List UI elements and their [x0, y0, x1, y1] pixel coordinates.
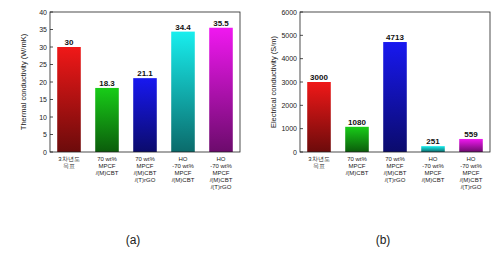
tick-label: 0: [43, 149, 47, 156]
bar: [133, 78, 157, 152]
tick-label: 30: [39, 44, 47, 51]
category-label: HO-70 wt%MPCF/(M)CBT: [172, 156, 195, 183]
tick-label: 35: [39, 26, 47, 33]
data-label: 3000: [310, 73, 328, 82]
caption: (a): [126, 233, 141, 247]
tick-label: 10: [39, 114, 47, 121]
category-label: 70 wt%MPCF/(M)CBT: [346, 156, 369, 176]
tick-mark: [50, 134, 53, 135]
category-label: 3차년도목표: [308, 156, 329, 169]
category-label: HO-70 wt%MPCF/(M)CBT/(T)rGO: [210, 156, 233, 190]
tick-mark: [50, 99, 53, 100]
data-label: 559: [464, 130, 478, 139]
bar: [95, 88, 119, 152]
tick-mark: [300, 58, 303, 59]
category-label: 70 wt%MPCF/(M)CBT: [96, 156, 119, 176]
tick-label: 20: [39, 79, 47, 86]
tick-label: 25: [39, 61, 47, 68]
tick-label: 2000: [281, 102, 297, 109]
chart: 30 18.3 21.1 34.4 35.5 0 5 10 15 20 25 30 35 40 Therma…: [19, 9, 240, 248]
data-label: 21.1: [137, 69, 153, 78]
figure: 30 18.3 21.1 34.4 35.5 0 5 10 15 20 25 30 35 40 Therma…: [0, 0, 503, 258]
tick-mark: [300, 128, 303, 129]
tick-mark: [50, 64, 53, 65]
tick-label: 5000: [281, 32, 297, 39]
data-label: 35.5: [213, 19, 229, 28]
data-label: 1080: [348, 118, 366, 127]
bars: [307, 42, 483, 152]
tick-mark: [300, 82, 303, 83]
caption: (b): [376, 233, 391, 247]
tick-label: 6000: [281, 9, 297, 16]
data-label: 4713: [386, 33, 404, 42]
axis-label: Thermal conductivity (W/mK): [19, 33, 28, 130]
data-label: 18.3: [99, 79, 115, 88]
tick-mark: [50, 117, 53, 118]
bars: [57, 28, 233, 152]
data-label: 30: [65, 38, 74, 47]
tick-label: 4000: [281, 55, 297, 62]
tick-label: 40: [39, 9, 47, 16]
axis-label: Electrical conductivity (S/m): [269, 35, 278, 128]
category-label: 3차년도목표: [58, 156, 79, 169]
tick-mark: [300, 35, 303, 36]
tick-label: 0: [293, 149, 297, 156]
bar: [383, 42, 407, 152]
plot-frame: [300, 12, 490, 152]
bar: [345, 127, 369, 152]
tick-mark: [300, 105, 303, 106]
category-label: HO-70 wt%MPCF/(M)CBT: [422, 156, 445, 183]
tick-mark: [50, 82, 53, 83]
bar: [307, 82, 331, 152]
tick-mark: [300, 152, 303, 153]
tick-mark: [50, 12, 53, 13]
data-label: 251: [426, 137, 440, 146]
tick-mark: [300, 12, 303, 13]
category-label: 70 wt%MPCF/(M)CBT/(T)rGO: [134, 156, 157, 183]
bar: [57, 47, 81, 152]
bar: [171, 32, 195, 152]
tick-label: 15: [39, 96, 47, 103]
tick-mark: [50, 152, 53, 153]
category-label: 70 wt%MPCF/(M)CBT/(T)rGO: [384, 156, 407, 183]
category-label: HO-70 wt%MPCF/(M)CBT/(T)rGO: [460, 156, 483, 190]
bar: [459, 139, 483, 152]
tick-label: 5: [43, 131, 47, 138]
bar: [209, 28, 233, 152]
tick-mark: [50, 47, 53, 48]
data-label: 34.4: [175, 23, 191, 32]
bar: [421, 146, 445, 152]
tick-label: 3000: [281, 79, 297, 86]
plot-frame: [50, 12, 240, 152]
tick-mark: [50, 29, 53, 30]
tick-label: 1000: [281, 125, 297, 132]
chart: 3000 1080 4713 251 559 0 1000 2000 3000 4000 5000 6…: [269, 9, 490, 248]
